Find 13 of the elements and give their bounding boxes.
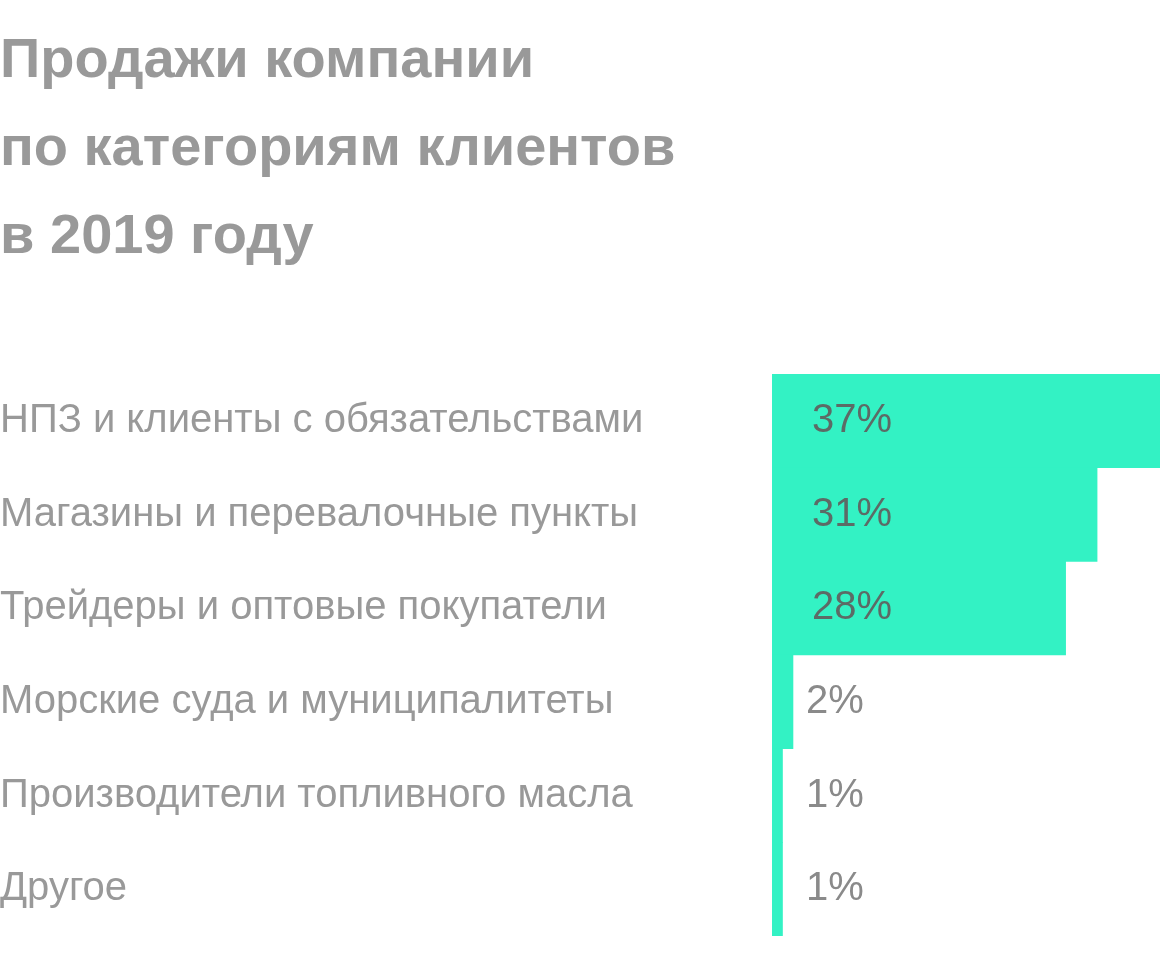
y-tick-label: Морские суда и муниципалитеты [0, 676, 614, 721]
data-label: 1% [806, 770, 864, 815]
y-tick-label: Магазины и перевалочные пункты [0, 489, 639, 534]
y-tick-label: НПЗ и клиенты с обязательствами [0, 395, 644, 440]
data-label: 37% [812, 395, 893, 440]
data-label: 1% [806, 864, 864, 909]
y-tick-label: Трейдеры и оптовые покупатели [0, 583, 607, 628]
data-label: 31% [812, 489, 893, 534]
chart-title: Продажи компании по категориям клиентов в 2019 году [0, 25, 677, 267]
y-tick-label: Производители топливного масла [0, 770, 634, 815]
data-label: 28% [812, 583, 893, 628]
data-label: 2% [806, 676, 864, 721]
y-tick-label: Другое [0, 864, 128, 909]
